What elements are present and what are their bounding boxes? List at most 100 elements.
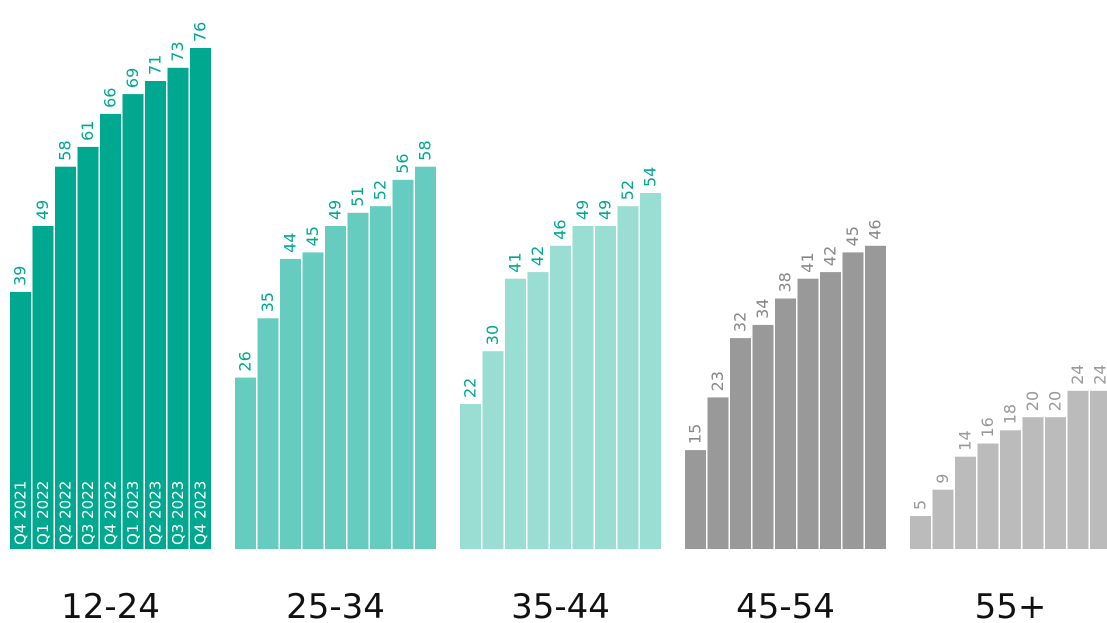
- quarter-label-5: Q1 2023: [124, 481, 142, 545]
- bar-25-34-2: [280, 258, 301, 549]
- bar-35-44-0: [460, 404, 481, 549]
- bar-35-44-3: [527, 272, 549, 549]
- value-label-55+-5: 20: [1023, 391, 1042, 411]
- bar-55+-7: [1067, 390, 1089, 549]
- bar-25-34-8: [415, 166, 436, 549]
- value-label-12-24-5: 69: [123, 68, 142, 88]
- value-label-45-54-7: 45: [843, 226, 862, 246]
- value-label-25-34-5: 51: [348, 186, 367, 206]
- value-label-55+-1: 9: [933, 474, 952, 484]
- bar-35-44-5: [572, 226, 594, 549]
- value-label-35-44-6: 49: [596, 200, 615, 220]
- value-label-12-24-8: 76: [191, 22, 210, 42]
- value-label-45-54-8: 46: [866, 219, 885, 239]
- bar-25-34-1: [257, 318, 279, 549]
- value-label-12-24-2: 58: [56, 140, 75, 160]
- group-label-12-24: 12-24: [61, 587, 160, 623]
- bar-45-54-0: [685, 450, 706, 549]
- value-label-12-24-7: 73: [168, 41, 187, 61]
- quarter-label-7: Q3 2023: [169, 481, 187, 545]
- value-label-12-24-1: 49: [33, 200, 52, 220]
- bar-25-34-4: [325, 226, 346, 549]
- quarter-label-1: Q1 2022: [34, 481, 52, 545]
- bar-55+-3: [977, 443, 999, 549]
- quarter-label-3: Q3 2022: [79, 481, 97, 545]
- bar-55+-6: [1045, 417, 1066, 549]
- value-label-25-34-6: 52: [371, 180, 390, 200]
- value-label-25-34-1: 35: [258, 292, 277, 312]
- value-label-25-34-3: 45: [303, 226, 322, 246]
- quarter-label-2: Q2 2022: [57, 481, 75, 545]
- bar-12-24-5: [122, 94, 144, 549]
- value-label-55+-7: 24: [1068, 364, 1087, 384]
- bar-35-44-1: [482, 351, 504, 549]
- quarter-label-0: Q4 2021: [12, 481, 30, 545]
- bar-35-44-2: [505, 278, 526, 549]
- bar-12-24-0: [10, 291, 31, 549]
- bar-12-24-3: [77, 146, 99, 549]
- value-label-45-54-0: 15: [686, 424, 705, 444]
- bar-45-54-5: [797, 278, 819, 549]
- bar-45-54-8: [865, 245, 886, 550]
- bar-12-24-1: [32, 226, 54, 549]
- bar-55+-8: [1090, 390, 1107, 549]
- value-label-45-54-1: 23: [708, 371, 727, 391]
- quarter-label-4: Q4 2022: [102, 481, 120, 545]
- bar-45-54-6: [820, 272, 841, 549]
- bar-35-44-4: [550, 245, 571, 550]
- value-label-45-54-6: 42: [821, 246, 840, 266]
- bar-45-54-4: [775, 298, 796, 549]
- quarter-label-6: Q2 2023: [147, 481, 165, 545]
- bar-25-34-5: [347, 212, 369, 550]
- value-label-25-34-7: 56: [393, 153, 412, 173]
- quarter-label-8: Q4 2023: [192, 481, 210, 545]
- value-label-35-44-2: 41: [506, 252, 525, 272]
- value-label-25-34-4: 49: [326, 200, 345, 220]
- bar-45-54-1: [707, 397, 729, 549]
- value-label-12-24-6: 71: [146, 55, 165, 75]
- value-label-45-54-5: 41: [798, 252, 817, 272]
- value-label-12-24-3: 61: [78, 121, 97, 141]
- bar-25-34-3: [302, 252, 324, 549]
- value-label-35-44-1: 30: [483, 325, 502, 345]
- bar-45-54-3: [752, 324, 774, 549]
- value-label-55+-3: 16: [978, 417, 997, 437]
- value-label-35-44-7: 52: [618, 180, 637, 200]
- bar-45-54-2: [730, 338, 751, 549]
- value-label-55+-0: 5: [911, 500, 930, 510]
- value-label-45-54-2: 32: [731, 312, 750, 332]
- bar-25-34-7: [392, 179, 414, 550]
- labels-layer: 39 Q4 2021 49 Q1 2022 58 Q2 2022 61 Q3 2022 66 Q4…: [11, 22, 1107, 623]
- value-label-55+-6: 20: [1046, 391, 1065, 411]
- value-label-55+-2: 14: [956, 430, 975, 450]
- value-label-35-44-0: 22: [461, 378, 480, 398]
- bar-55+-5: [1022, 417, 1044, 549]
- bars-layer: [10, 48, 1107, 550]
- bar-12-24-8: [190, 48, 211, 549]
- bar-55+-1: [932, 489, 954, 549]
- value-label-12-24-4: 66: [101, 88, 120, 108]
- bar-25-34-0: [235, 377, 256, 549]
- bar-12-24-2: [55, 166, 76, 549]
- bar-55+-2: [955, 456, 976, 549]
- bar-12-24-4: [100, 113, 121, 550]
- bar-25-34-6: [370, 206, 391, 549]
- value-label-35-44-8: 54: [641, 167, 660, 187]
- value-label-35-44-5: 49: [573, 200, 592, 220]
- group-label-55+: 55+: [975, 587, 1047, 623]
- bar-55+-0: [910, 516, 931, 549]
- bar-45-54-7: [842, 252, 864, 549]
- value-label-25-34-2: 44: [281, 233, 300, 253]
- value-label-12-24-0: 39: [11, 266, 30, 286]
- value-label-25-34-8: 58: [416, 140, 435, 160]
- bar-35-44-7: [617, 206, 639, 549]
- group-label-35-44: 35-44: [511, 587, 610, 623]
- bar-12-24-7: [167, 67, 189, 550]
- value-label-55+-8: 24: [1091, 364, 1107, 384]
- bar-12-24-6: [145, 81, 166, 549]
- bar-55+-4: [1000, 430, 1021, 549]
- group-label-45-54: 45-54: [736, 587, 835, 623]
- value-label-45-54-4: 38: [776, 272, 795, 292]
- value-label-35-44-4: 46: [551, 219, 570, 239]
